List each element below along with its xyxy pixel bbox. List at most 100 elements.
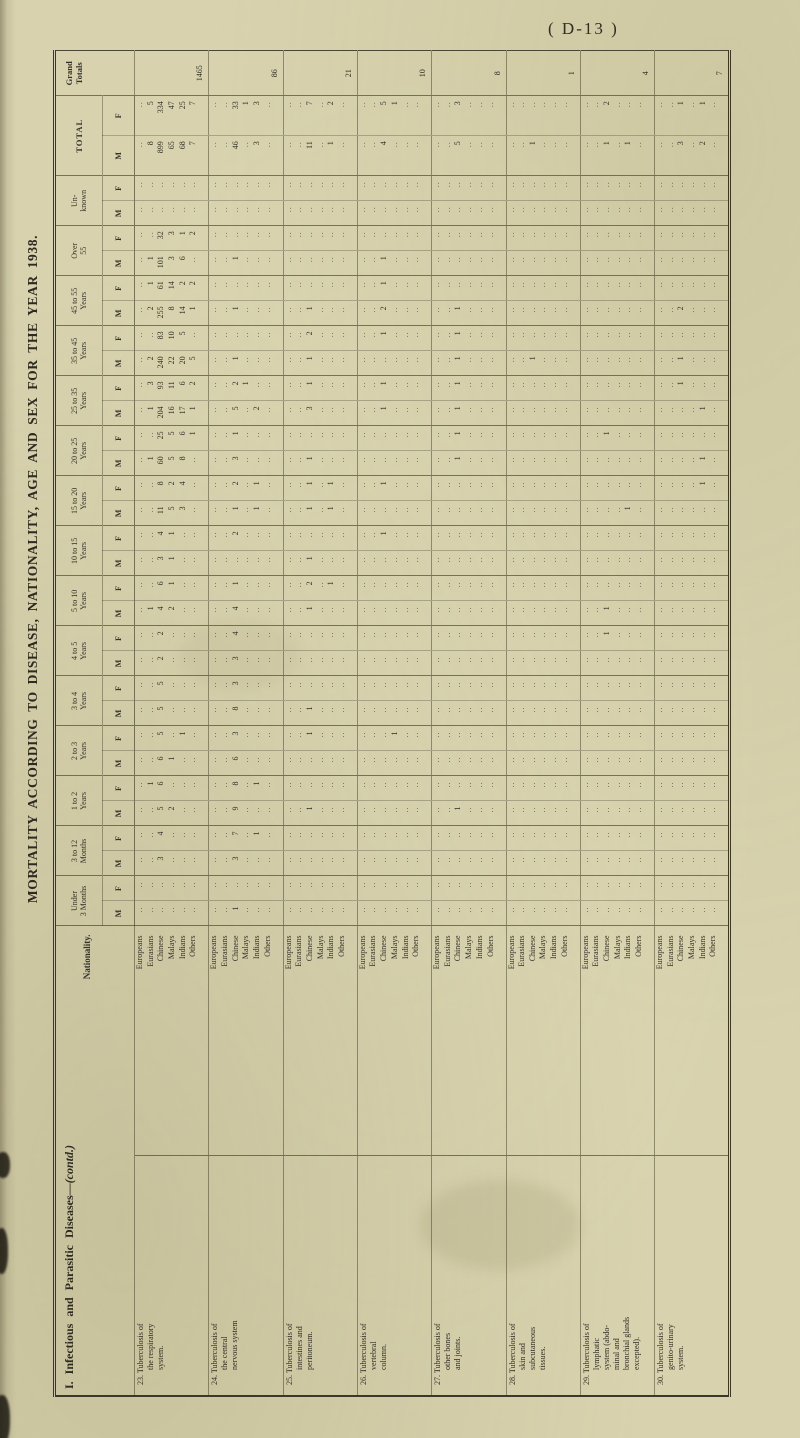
nationality-label: Malays [166, 926, 178, 1156]
empty-cell: .. [601, 700, 613, 726]
empty-cell: .. [654, 625, 666, 651]
empty-cell: .. [293, 800, 305, 826]
empty-cell: .. [315, 250, 326, 276]
empty-cell: .. [293, 375, 305, 401]
empty-cell: .. [240, 500, 252, 526]
empty-cell: .. [315, 525, 326, 551]
empty-cell: .. [336, 901, 348, 926]
empty-cell: .. [591, 725, 602, 751]
cell: 10 [166, 325, 178, 351]
empty-cell: .. [357, 225, 369, 251]
paper-stain [420, 1180, 580, 1270]
empty-cell: .. [155, 901, 167, 926]
empty-cell: .. [527, 425, 539, 451]
cell: 4 [230, 625, 241, 651]
cell: 2 [187, 225, 199, 251]
empty-cell: .. [304, 850, 316, 876]
empty-cell: .. [633, 350, 645, 376]
empty-cell: .. [219, 825, 231, 851]
empty-cell: .. [442, 800, 454, 826]
empty-cell: .. [378, 575, 390, 601]
cell: 32 [155, 225, 167, 251]
empty-cell: .. [485, 425, 496, 451]
empty-cell: .. [654, 875, 666, 901]
empty-cell: .. [559, 625, 571, 651]
empty-cell: .. [612, 875, 624, 901]
empty-cell: .. [527, 475, 539, 501]
cell: 5 [187, 350, 199, 376]
empty-cell: .. [357, 350, 369, 376]
empty-cell: .. [697, 350, 709, 376]
empty-cell: .. [463, 425, 475, 451]
empty-cell: .. [293, 600, 305, 626]
empty-cell: .. [431, 525, 443, 551]
sex-header-m: M [102, 135, 135, 176]
table-row: 25. Tuberculosis of intestines and periton… [283, 50, 358, 1396]
empty-cell: .. [516, 175, 528, 201]
empty-cell: .. [665, 450, 677, 476]
empty-cell: .. [708, 550, 719, 576]
empty-cell: .. [527, 375, 539, 401]
empty-cell: .. [378, 725, 390, 751]
empty-cell: .. [145, 875, 156, 901]
empty-cell: .. [400, 550, 411, 576]
empty-cell: .. [325, 300, 337, 326]
empty-cell: .. [548, 525, 560, 551]
empty-cell: .. [654, 400, 666, 426]
empty-cell: .. [304, 525, 316, 551]
empty-cell: .. [676, 700, 687, 726]
empty-cell: .. [548, 725, 560, 751]
empty-cell: .. [697, 175, 709, 201]
empty-cell: .. [686, 901, 698, 926]
empty-cell: .. [485, 175, 496, 201]
empty-cell: .. [368, 850, 379, 876]
empty-cell: .. [538, 450, 549, 476]
cell: 1 [145, 250, 156, 276]
empty-cell: .. [686, 135, 698, 176]
empty-cell: .. [368, 350, 379, 376]
empty-cell: .. [708, 350, 719, 376]
empty-cell: .. [633, 750, 645, 776]
empty-cell: .. [389, 750, 401, 776]
empty-cell: .. [538, 375, 549, 401]
empty-cell: .. [474, 750, 486, 776]
empty-cell: .. [177, 525, 188, 551]
empty-cell: .. [665, 250, 677, 276]
empty-cell: .. [208, 475, 220, 501]
empty-cell: .. [612, 750, 624, 776]
cell: 1 [187, 425, 199, 451]
cell: 4 [155, 825, 167, 851]
empty-cell: .. [283, 175, 294, 201]
empty-cell: .. [474, 425, 486, 451]
empty-cell: .. [453, 775, 464, 801]
empty-cell: .. [442, 250, 454, 276]
empty-cell: .. [686, 800, 698, 826]
empty-cell: .. [559, 375, 571, 401]
empty-cell: .. [134, 325, 146, 351]
empty-cell: .. [410, 400, 422, 426]
empty-cell: .. [516, 901, 528, 926]
cell: 2 [187, 275, 199, 301]
empty-cell: .. [516, 450, 528, 476]
empty-cell: .. [283, 135, 294, 176]
empty-cell: .. [538, 901, 549, 926]
cell: 1 [527, 135, 539, 176]
cell: 5 [155, 700, 167, 726]
nationality-label: Chinese [527, 926, 539, 1156]
nationality-label: Eurasians [442, 926, 454, 1156]
empty-cell: .. [559, 500, 571, 526]
empty-cell: .. [442, 725, 454, 751]
cell: 46 [230, 135, 241, 176]
empty-cell: .. [389, 275, 401, 301]
empty-cell: .. [665, 825, 677, 851]
empty-cell: .. [431, 500, 443, 526]
empty-cell: .. [453, 901, 464, 926]
empty-cell: .. [283, 750, 294, 776]
empty-cell: .. [527, 275, 539, 301]
empty-cell: .. [601, 650, 613, 676]
empty-cell: .. [485, 775, 496, 801]
empty-cell: .. [315, 225, 326, 251]
empty-cell: .. [240, 700, 252, 726]
empty-cell: .. [442, 500, 454, 526]
empty-cell: .. [208, 600, 220, 626]
